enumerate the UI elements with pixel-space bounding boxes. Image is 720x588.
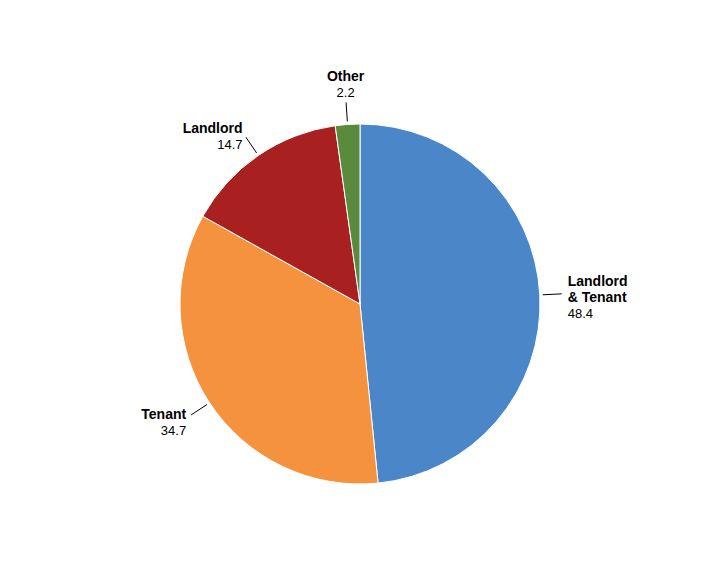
leader-line bbox=[246, 137, 257, 153]
data-label: 34.7 bbox=[161, 423, 186, 438]
pie-slice bbox=[335, 124, 360, 304]
pie-slice bbox=[360, 124, 540, 483]
pie bbox=[180, 124, 540, 484]
slice-label: Landlord& Tenant bbox=[568, 273, 628, 305]
chart-svg: Landlord& Tenant48.4 Tenant34.7 Landlord14… bbox=[0, 0, 720, 588]
data-label: 2.2 bbox=[337, 85, 355, 100]
slice-label: Landlord bbox=[183, 120, 243, 136]
slice-label: Tenant bbox=[141, 406, 186, 422]
data-label: 14.7 bbox=[217, 137, 242, 152]
leader-line bbox=[346, 102, 347, 121]
slice-label: Other bbox=[327, 68, 365, 84]
data-label: 48.4 bbox=[568, 306, 593, 321]
labels: Landlord& Tenant48.4 Tenant34.7 Landlord14… bbox=[141, 68, 627, 438]
pie-slice bbox=[203, 126, 360, 304]
leader-line bbox=[191, 404, 207, 414]
chart-container: Landlord& Tenant48.4 Tenant34.7 Landlord14… bbox=[0, 0, 720, 588]
leader-line bbox=[543, 293, 562, 295]
